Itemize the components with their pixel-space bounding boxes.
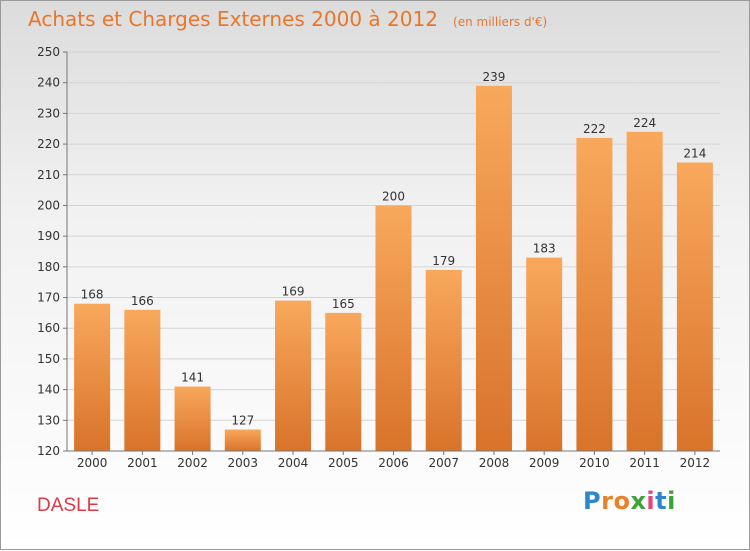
- logo-letter: i: [667, 487, 676, 515]
- bar-2009: [526, 257, 563, 451]
- x-tick-label: 2010: [579, 456, 610, 470]
- x-tick-label: 2005: [328, 456, 359, 470]
- x-tick-label: 2011: [629, 456, 660, 470]
- data-label: 141: [181, 371, 204, 385]
- x-tick-label: 2002: [177, 456, 208, 470]
- bar-2007: [425, 269, 462, 451]
- logo-letter: o: [613, 487, 631, 515]
- title-text: Achats et Charges Externes 2000 à 2012: [28, 7, 438, 31]
- data-label: 165: [332, 297, 355, 311]
- commune-name: DASLE: [37, 495, 100, 516]
- y-tick-label: 240: [37, 76, 60, 90]
- bar-2003: [224, 429, 261, 451]
- data-label: 214: [683, 146, 706, 160]
- data-label: 166: [131, 294, 154, 308]
- bar-2012: [676, 162, 713, 451]
- chart-title: Achats et Charges Externes 2000 à 2012 (…: [28, 7, 547, 31]
- bar-2004: [275, 300, 312, 451]
- y-tick-label: 150: [37, 352, 60, 366]
- data-label: 222: [583, 122, 606, 136]
- proxiti-logo: Proxiti: [583, 487, 676, 515]
- data-label: 168: [81, 288, 104, 302]
- y-tick-label: 210: [37, 168, 60, 182]
- x-tick-label: 2009: [529, 456, 560, 470]
- bar-2011: [626, 131, 663, 452]
- data-label: 127: [231, 414, 254, 428]
- y-tick-label: 130: [37, 413, 60, 427]
- data-label: 169: [282, 285, 305, 299]
- data-label: 183: [533, 242, 556, 256]
- y-tick-label: 220: [37, 137, 60, 151]
- data-label: 224: [633, 116, 656, 130]
- x-tick-label: 2001: [127, 456, 158, 470]
- bar-2000: [74, 303, 111, 451]
- data-label: 239: [483, 70, 506, 84]
- logo-letter: t: [655, 487, 668, 515]
- logo-letter: P: [583, 487, 602, 515]
- y-tick-label: 190: [37, 229, 60, 243]
- y-tick-label: 160: [37, 321, 60, 335]
- y-tick-label: 180: [37, 260, 60, 274]
- data-label: 179: [432, 254, 455, 268]
- bar-2005: [325, 312, 362, 451]
- x-tick-label: 2007: [428, 456, 459, 470]
- x-tick-label: 2004: [278, 456, 309, 470]
- y-tick-label: 200: [37, 198, 60, 212]
- logo-letter: x: [630, 487, 647, 515]
- x-tick-label: 2000: [77, 456, 108, 470]
- y-tick-label: 250: [37, 45, 60, 59]
- unit-note: (en milliers d'€): [453, 15, 548, 29]
- y-tick-label: 170: [37, 291, 60, 305]
- bar-2008: [475, 85, 512, 451]
- data-label: 200: [382, 189, 405, 203]
- bar-2010: [576, 137, 613, 451]
- bar-2001: [124, 309, 161, 451]
- x-tick-label: 2006: [378, 456, 409, 470]
- y-tick-label: 230: [37, 106, 60, 120]
- x-tick-label: 2003: [228, 456, 259, 470]
- logo-letter: r: [601, 487, 614, 515]
- x-tick-label: 2008: [479, 456, 510, 470]
- bar-2002: [174, 386, 211, 451]
- y-tick-label: 120: [37, 444, 60, 458]
- bar-2006: [375, 205, 412, 451]
- x-tick-label: 2012: [680, 456, 711, 470]
- logo-letter: i: [646, 487, 656, 515]
- y-tick-label: 140: [37, 383, 60, 397]
